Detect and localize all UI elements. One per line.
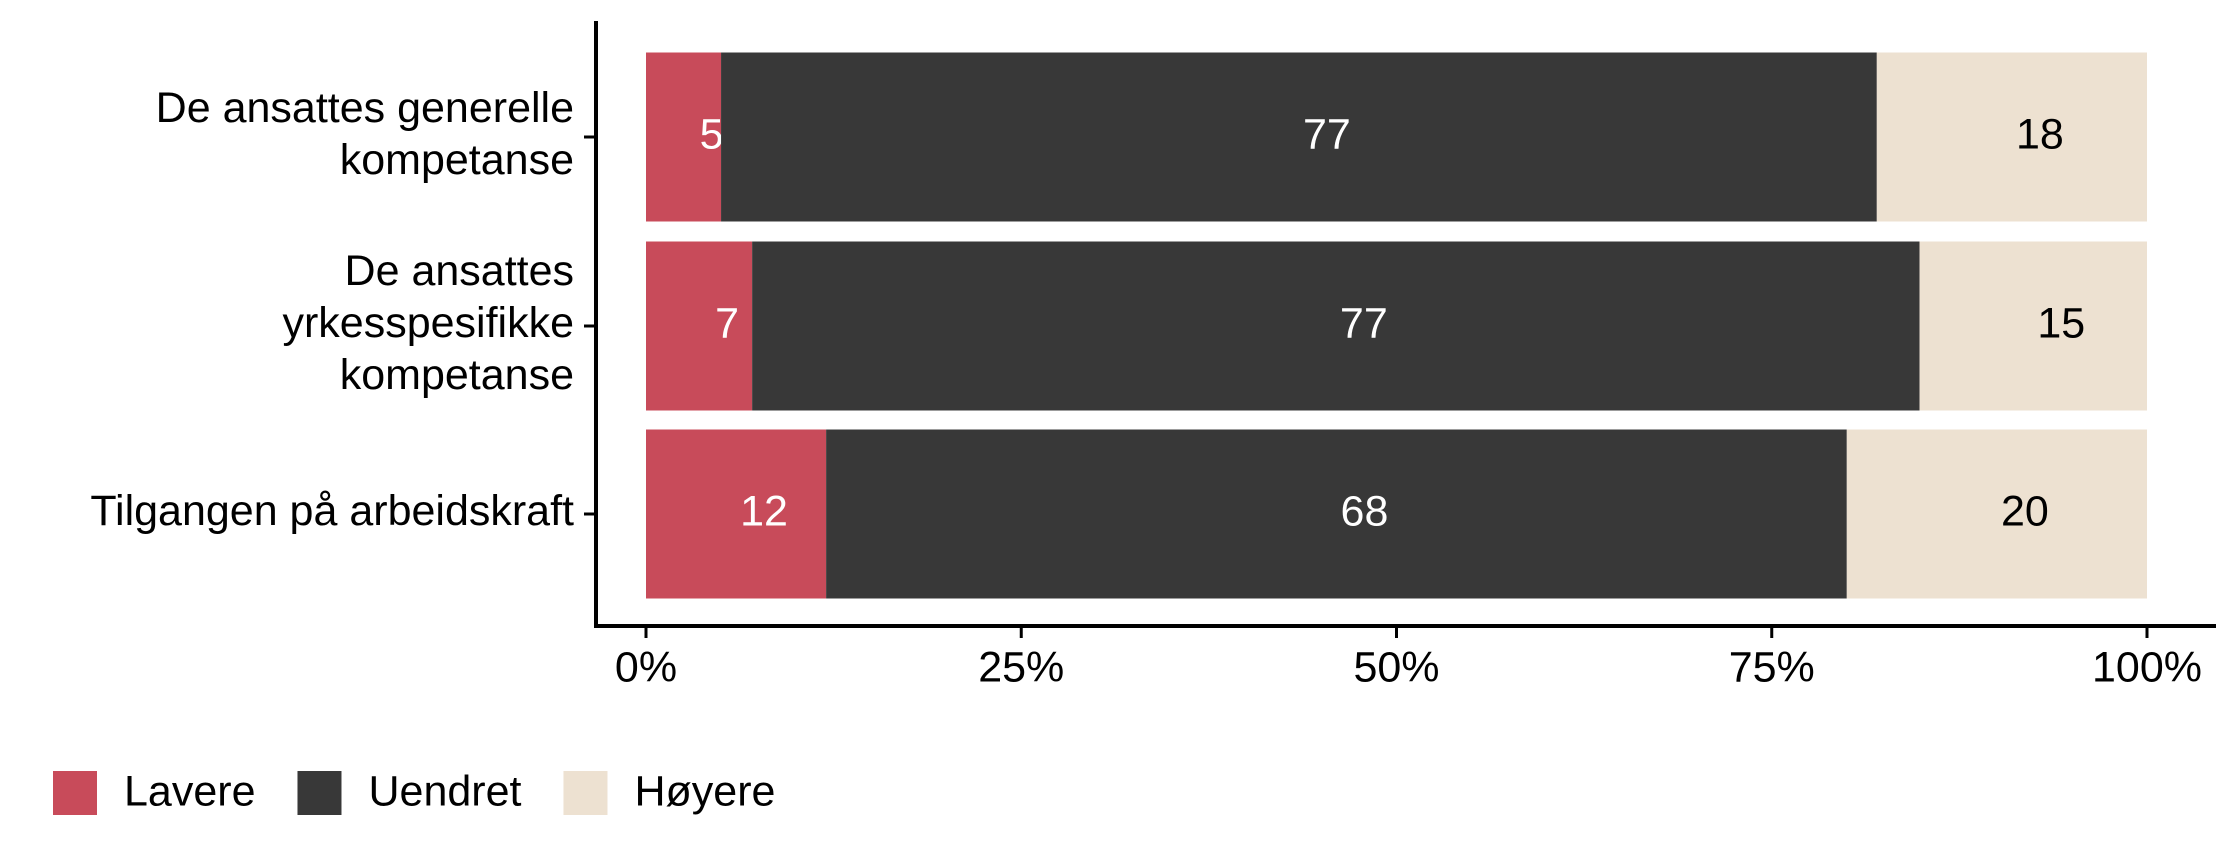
x-tick-label: 100% [2092, 643, 2202, 691]
x-tick-label: 0% [615, 643, 677, 691]
bar-segment [646, 241, 753, 411]
value-label: 7 [715, 299, 739, 347]
value-label: 77 [1340, 299, 1388, 347]
value-label: 5 [700, 110, 724, 158]
legend-swatch [297, 771, 342, 815]
y-tick-label: De ansattes generelle kompetanse [156, 84, 574, 184]
value-label: 18 [2016, 110, 2064, 158]
legend-label: Høyere [634, 767, 775, 815]
value-label: 12 [740, 487, 788, 535]
y-tick-label: De ansattes yrkesspesifikke kompetanse [282, 247, 574, 399]
bar-segment [1876, 52, 2147, 222]
value-label: 68 [1341, 487, 1389, 535]
bar-segment [646, 52, 722, 222]
value-label: 20 [2001, 487, 2049, 535]
x-tick-label: 50% [1353, 643, 1439, 691]
legend-swatch [563, 771, 608, 815]
bar-segment [1846, 429, 2147, 599]
bar-segment [826, 429, 1847, 599]
y-tick-label: Tilgangen på arbeidskraft [90, 487, 574, 535]
bar-segment [646, 429, 827, 599]
legend-swatch [53, 771, 97, 815]
bar-segment [752, 241, 1920, 411]
x-tick-label: 75% [1729, 643, 1815, 691]
value-label: 77 [1303, 110, 1351, 158]
legend-label: Lavere [124, 767, 255, 815]
bar-segment [1919, 241, 2147, 411]
value-label: 15 [2037, 299, 2085, 347]
legend-label: Uendret [368, 767, 521, 815]
bar-segment [721, 52, 1877, 222]
x-tick-label: 25% [978, 643, 1064, 691]
